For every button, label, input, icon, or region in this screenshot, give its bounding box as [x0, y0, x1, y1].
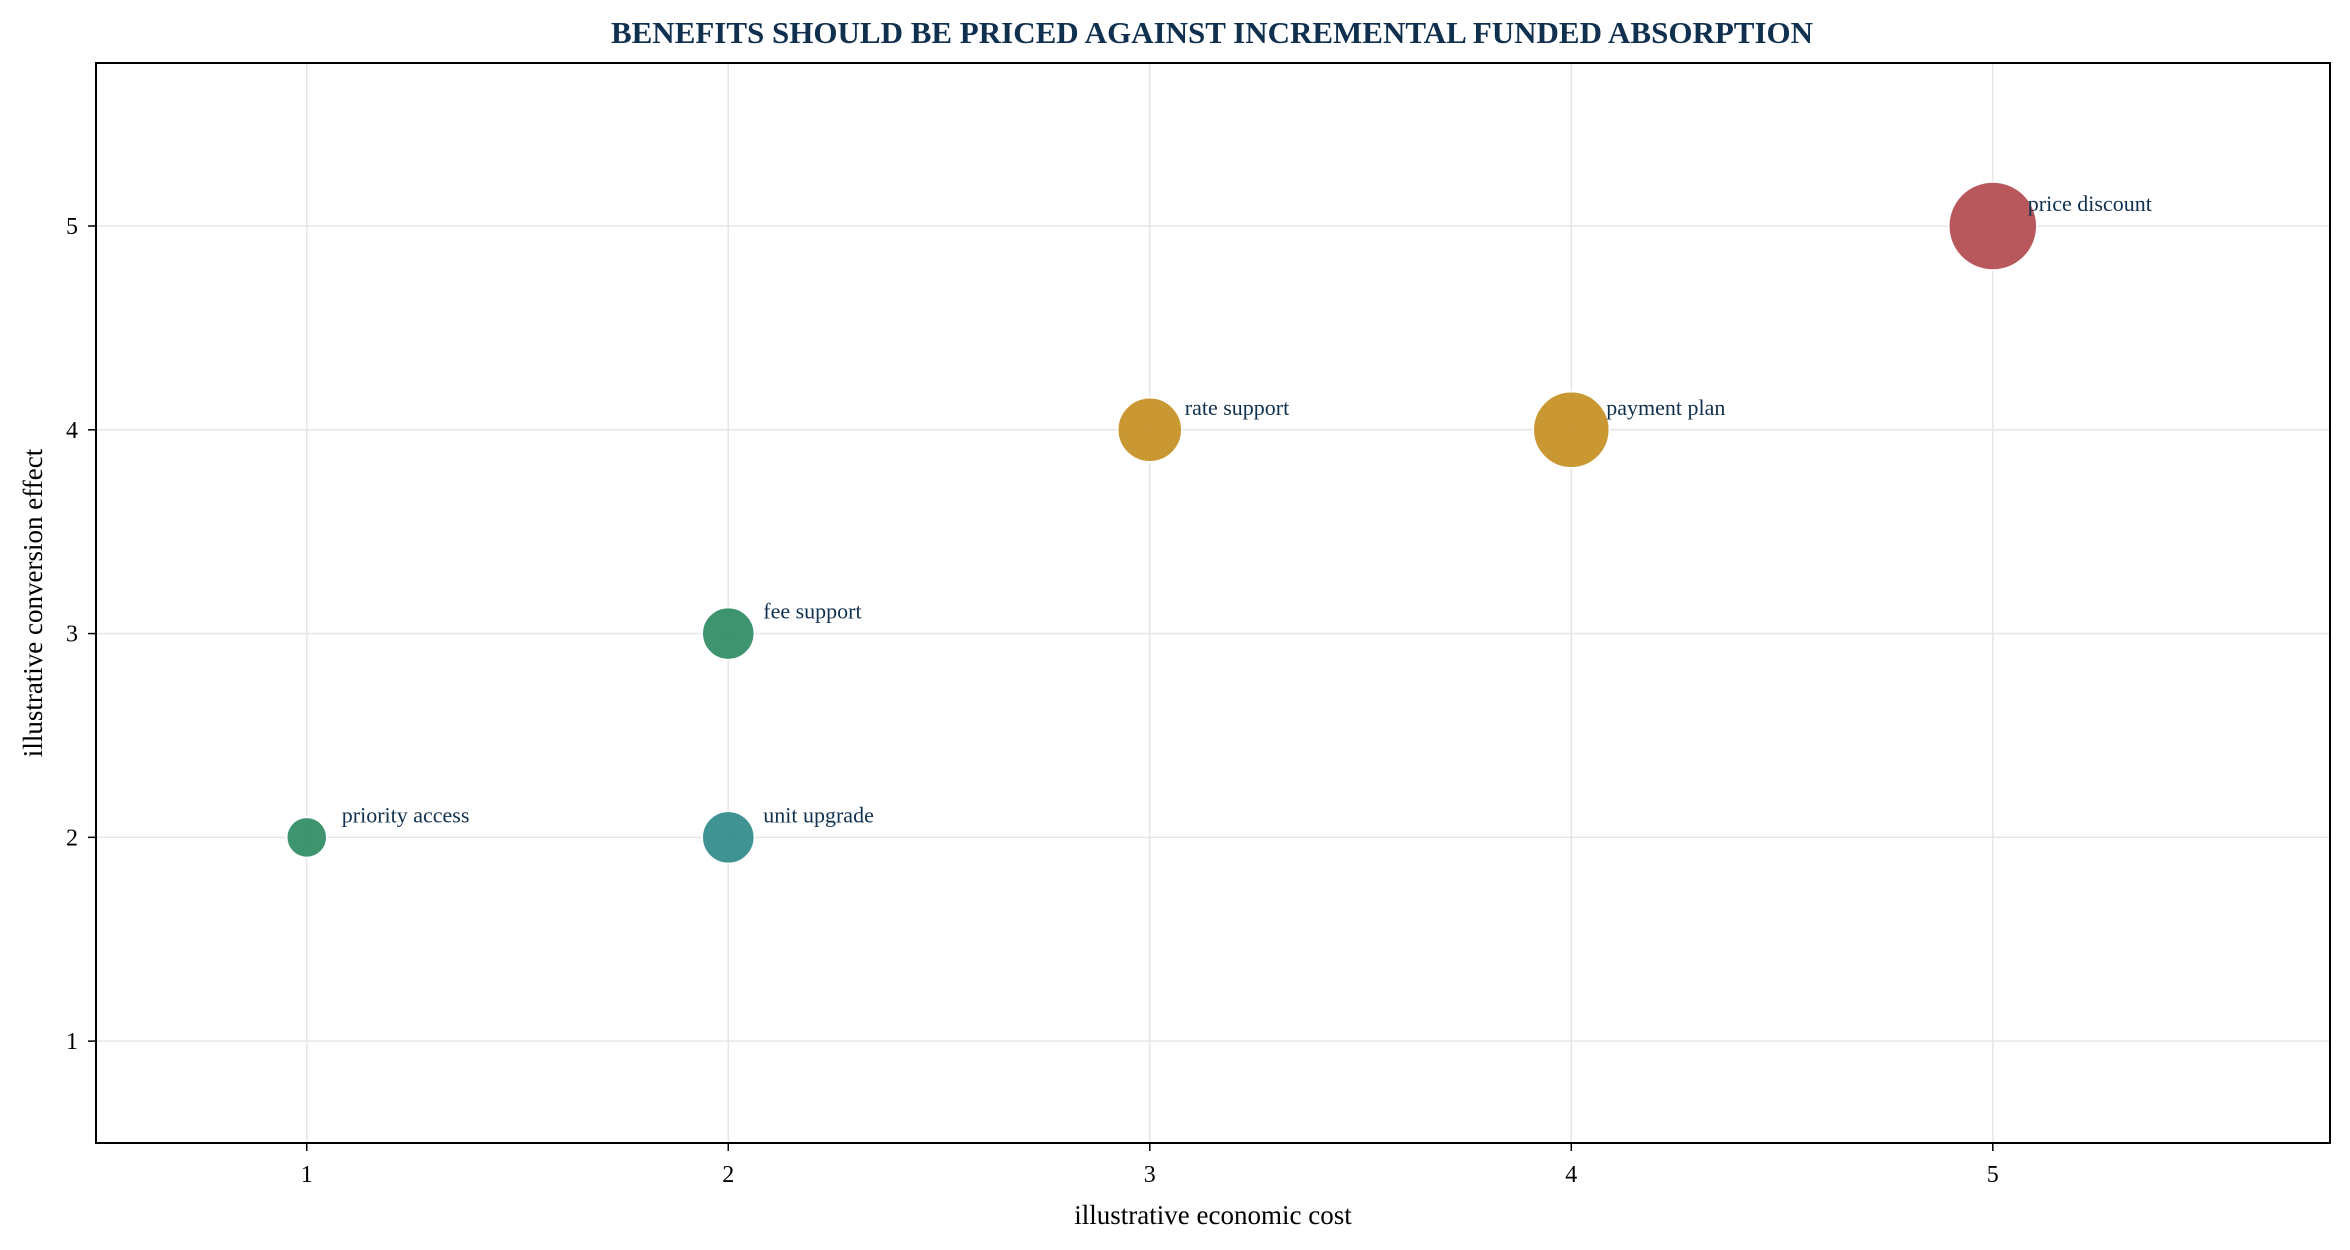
x-tick-label: 2: [722, 1162, 734, 1188]
y-tick-label: 3: [66, 622, 78, 648]
data-point: [701, 606, 756, 661]
data-point-label: priority access: [342, 802, 470, 827]
y-tick-label: 1: [66, 1029, 78, 1055]
axis-ticks: 1 2 3 4 5 1 2 3 4 5: [66, 214, 1999, 1188]
data-point-label: price discount: [2028, 191, 2152, 216]
x-tick-label: 3: [1144, 1162, 1156, 1188]
data-point-label: payment plan: [1606, 395, 1725, 420]
data-point: [1117, 397, 1183, 463]
y-tick-label: 5: [66, 214, 78, 240]
data-point: [701, 810, 756, 865]
y-tick-label: 2: [66, 825, 78, 851]
data-point-label: unit upgrade: [763, 802, 874, 827]
y-tick-label: 4: [66, 418, 78, 444]
x-tick-label: 4: [1565, 1162, 1577, 1188]
data-point: [1948, 181, 2038, 271]
data-point: [286, 816, 328, 859]
x-tick-label: 1: [301, 1162, 313, 1188]
plot-frame: [95, 62, 2331, 1144]
data-points: priority access unit upgrade fee support ra…: [286, 181, 2152, 865]
data-point-label: fee support: [763, 599, 861, 624]
x-tick-label: 5: [1987, 1162, 1999, 1188]
chart-title: BENEFITS SHOULD BE PRICED AGAINST INCREM…: [611, 15, 1813, 50]
data-point: [1532, 391, 1611, 469]
x-axis-label: illustrative economic cost: [1074, 1200, 1352, 1230]
data-point-label: rate support: [1185, 395, 1289, 420]
y-axis-label: illustrative conversion effect: [18, 448, 48, 757]
